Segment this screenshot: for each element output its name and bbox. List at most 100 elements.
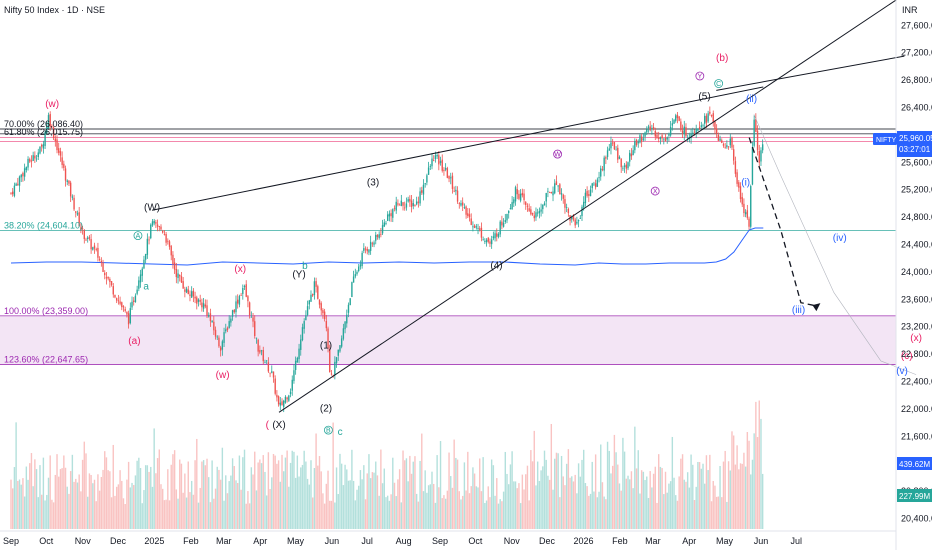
time-tick: May — [287, 536, 305, 546]
candle-body — [12, 191, 14, 195]
volume-bar — [668, 483, 670, 529]
candle-body — [197, 299, 200, 302]
candle-body — [155, 222, 157, 224]
candle-body — [690, 133, 692, 138]
volume-bar — [49, 455, 51, 529]
candle-body — [758, 150, 760, 163]
time-tick: Dec — [539, 536, 556, 546]
volume-bar — [429, 484, 432, 529]
volume-bar — [392, 457, 394, 529]
fib-labels: 70.00% (26,086.40)61.80% (26,015.75) 38.2… — [4, 119, 88, 365]
volume-bar — [617, 464, 619, 529]
volume-bar — [444, 498, 447, 529]
candle-body — [335, 357, 338, 364]
volume-bar — [635, 468, 638, 529]
volume-bar — [407, 481, 409, 529]
volume-bar — [161, 488, 164, 529]
volume-bar — [315, 433, 317, 529]
circle-marker — [133, 231, 143, 240]
volume-bar — [477, 487, 479, 529]
candle-body — [52, 127, 55, 139]
time-axis[interactable]: Sep Oct Nov Dec 2025 Feb Mar Apr May Jun Jul Aug Sep… — [3, 536, 802, 546]
volume-bar — [511, 451, 513, 529]
candle-body — [121, 302, 123, 308]
candle-body — [105, 277, 108, 279]
volume-bar — [332, 422, 334, 529]
candle-body — [504, 220, 506, 223]
candle-body — [426, 175, 428, 183]
candle-body — [129, 308, 132, 324]
candle-body — [451, 175, 454, 189]
volume-ma-badge: 439.62M — [897, 457, 932, 470]
volume-bar — [753, 433, 755, 529]
candle-body — [201, 302, 203, 308]
candle-body — [538, 211, 541, 214]
volume-bar — [479, 458, 481, 529]
candle-body — [429, 166, 432, 167]
volume-bar — [346, 469, 348, 529]
volume-bar — [93, 479, 96, 529]
volume-bar — [208, 477, 210, 529]
candle-body — [226, 327, 229, 331]
volume-bar — [441, 498, 443, 529]
candle-body — [301, 327, 304, 341]
time-tick: Oct — [39, 536, 54, 546]
volume-bar — [639, 493, 641, 529]
volume-bar — [620, 490, 622, 529]
candle-body — [625, 164, 628, 169]
candle-body — [199, 300, 201, 302]
candle-body — [269, 372, 271, 374]
volume-bar — [121, 480, 123, 529]
volume-bar — [78, 474, 80, 529]
volume-bar — [649, 471, 651, 529]
volume-bar — [409, 455, 411, 529]
volume-bar — [276, 463, 278, 529]
volume-bar — [395, 496, 397, 529]
volume-bar — [58, 476, 60, 529]
candle-body — [639, 135, 641, 143]
candle-body — [313, 281, 316, 295]
volume-bar — [138, 457, 140, 529]
volume-bar — [259, 459, 261, 529]
candle-body — [652, 126, 655, 130]
candle-body — [536, 212, 539, 214]
candle-body — [596, 179, 599, 187]
candle-body — [83, 229, 85, 240]
volume-bar — [501, 501, 503, 529]
volume-bar — [681, 454, 684, 529]
candle-body — [243, 285, 246, 287]
volume-bar — [746, 432, 749, 529]
candle-body — [100, 260, 103, 263]
candle-body — [327, 328, 329, 349]
lower-channel-line — [278, 0, 898, 413]
candle-body — [340, 338, 343, 347]
volume-bar — [29, 463, 31, 529]
volume-bar — [325, 483, 328, 529]
price-tick: 22,000.00 — [901, 404, 932, 414]
volume-bar — [751, 459, 754, 529]
time-tick: Nov — [504, 536, 521, 546]
candle-body — [141, 268, 143, 276]
volume-bar — [163, 500, 166, 529]
volume-bar — [260, 463, 263, 529]
volume-bar — [455, 457, 457, 529]
volume-bar — [59, 469, 62, 529]
volume-bar — [625, 478, 628, 529]
candle-body — [693, 131, 696, 133]
candle-body — [557, 185, 559, 187]
candle-body — [69, 182, 72, 197]
candle-body — [298, 348, 300, 360]
candle-body — [58, 148, 60, 153]
volume-bar — [644, 480, 646, 529]
candle-body — [288, 395, 290, 401]
volume-bar — [707, 470, 709, 529]
candle-body — [475, 226, 478, 228]
candle-body — [289, 391, 292, 395]
volume-bar — [448, 452, 450, 529]
candle-body — [262, 350, 264, 362]
candle-body — [151, 221, 154, 226]
volume-bar — [68, 493, 70, 529]
volume-bar — [542, 466, 544, 529]
currency-label: INR — [902, 5, 918, 15]
